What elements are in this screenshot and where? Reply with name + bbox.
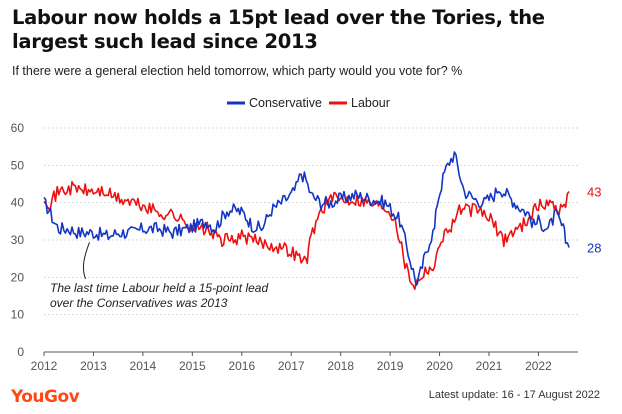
x-tick-label: 2022 (525, 359, 552, 373)
annotation: The last time Labour held a 15-point lea… (50, 242, 268, 310)
y-tick-label: 10 (11, 308, 25, 322)
end-label-conservative: 28 (587, 240, 601, 255)
annotation-line-1: The last time Labour held a 15-point lea… (50, 281, 268, 295)
x-tick-label: 2020 (426, 359, 453, 373)
series-end-labels: 43 28 (587, 184, 601, 255)
x-tick-label: 2012 (31, 359, 58, 373)
series-line-labour (43, 181, 570, 291)
x-tick-label: 2021 (476, 359, 503, 373)
annotation-line-2: over the Conservatives was 2013 (50, 296, 228, 310)
y-tick-label: 20 (11, 270, 25, 284)
end-label-labour: 43 (587, 184, 601, 199)
x-tick-label: 2018 (327, 359, 354, 373)
legend-label-labour: Labour (351, 96, 390, 110)
page-title: Labour now holds a 15pt lead over the To… (12, 6, 545, 53)
y-tick-label: 40 (11, 196, 25, 210)
y-axis-tick-labels: 0 10 20 30 40 50 60 (11, 121, 25, 359)
page-subtitle: If there were a general election held to… (12, 64, 463, 78)
x-tick-label: 2019 (377, 359, 404, 373)
y-tick-label: 0 (17, 345, 24, 359)
gridlines (44, 127, 578, 353)
x-axis-tick-labels: 2012 2013 2014 2015 2016 2017 2018 2019 2020 2021… (31, 352, 552, 373)
annotation-arrow (82, 242, 90, 280)
series-line-conservative (43, 151, 570, 287)
series-lines (43, 151, 570, 291)
y-tick-label: 30 (11, 233, 25, 247)
latest-update: Latest update: 16 - 17 August 2022 (428, 389, 600, 401)
x-tick-label: 2017 (278, 359, 305, 373)
y-tick-label: 60 (11, 121, 25, 135)
x-tick-label: 2014 (130, 359, 157, 373)
x-tick-label: 2013 (80, 359, 107, 373)
x-tick-label: 2016 (228, 359, 255, 373)
x-tick-label: 2015 (179, 359, 206, 373)
legend-label-conservative: Conservative (249, 96, 322, 110)
yougov-logo: YouGov (11, 387, 80, 407)
y-tick-label: 50 (11, 158, 25, 172)
legend: Conservative Labour (227, 96, 390, 110)
